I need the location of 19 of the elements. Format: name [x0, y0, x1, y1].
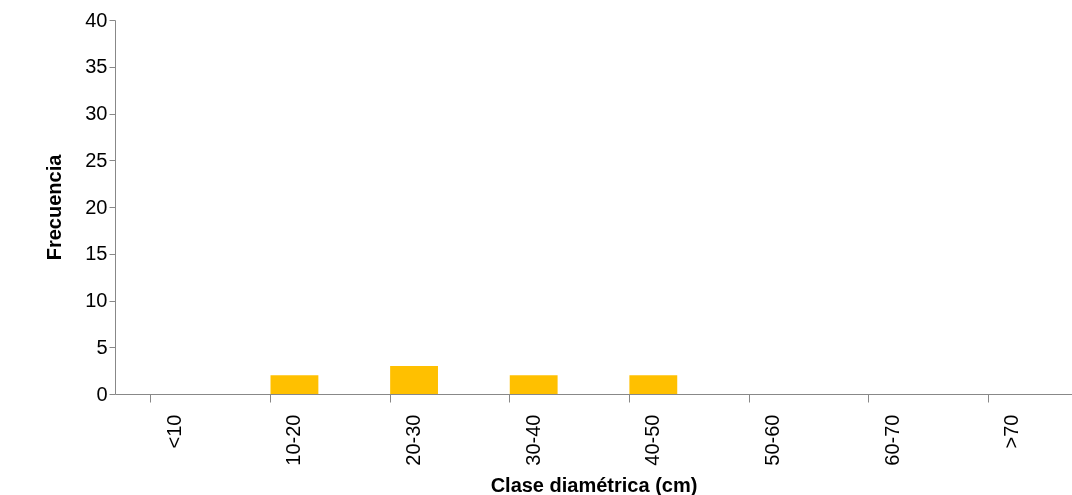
y-tick-label: 20 [85, 195, 108, 218]
x-tick-label: 20-30 [402, 414, 425, 466]
x-tick-label: <10 [162, 414, 185, 449]
x-axis-title: Clase diamétrica (cm) [490, 473, 698, 495]
y-tick-label: 35 [85, 55, 108, 78]
x-tick-label: 30-40 [521, 414, 544, 466]
y-tick-label: 0 [96, 382, 108, 405]
x-tick-label: 40-50 [641, 414, 664, 466]
y-tick-label: 10 [85, 289, 108, 311]
x-tick-label: >70 [1000, 414, 1023, 449]
x-tick-label: 50-60 [760, 414, 783, 466]
y-tick-label: 30 [85, 102, 108, 124]
x-tick-label: 60-70 [880, 414, 903, 466]
y-tick-label: 5 [96, 335, 108, 358]
x-tick-label: 10-20 [282, 414, 305, 466]
y-tick-label: 15 [85, 242, 108, 265]
y-tick-label: 25 [85, 148, 108, 171]
y-axis-title: Frecuencia [43, 153, 66, 261]
y-tick-label: 40 [85, 8, 108, 31]
